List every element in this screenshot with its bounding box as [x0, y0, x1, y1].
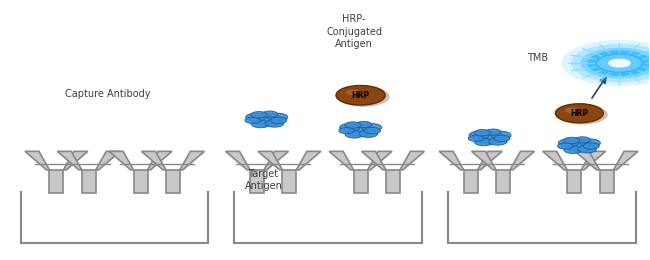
Circle shape	[491, 131, 511, 139]
Polygon shape	[282, 170, 296, 193]
Circle shape	[245, 117, 261, 124]
Polygon shape	[250, 170, 264, 193]
Polygon shape	[25, 151, 49, 170]
Polygon shape	[166, 170, 180, 193]
Polygon shape	[567, 170, 581, 193]
Circle shape	[251, 120, 270, 128]
Circle shape	[474, 138, 493, 146]
Polygon shape	[258, 151, 282, 170]
Polygon shape	[400, 151, 424, 170]
Polygon shape	[148, 151, 172, 170]
Circle shape	[608, 58, 630, 68]
Circle shape	[268, 113, 288, 121]
Polygon shape	[368, 151, 392, 170]
Polygon shape	[109, 151, 133, 170]
Polygon shape	[599, 170, 614, 193]
Circle shape	[344, 122, 361, 128]
Circle shape	[262, 111, 278, 117]
Text: Capture Antibody: Capture Antibody	[66, 89, 151, 99]
Circle shape	[494, 135, 510, 141]
Polygon shape	[96, 151, 120, 170]
Circle shape	[558, 143, 573, 149]
Polygon shape	[386, 170, 400, 193]
Circle shape	[597, 54, 642, 72]
Circle shape	[468, 135, 484, 141]
Ellipse shape	[338, 86, 389, 107]
Polygon shape	[49, 170, 64, 193]
Circle shape	[583, 143, 599, 149]
Polygon shape	[133, 170, 148, 193]
Polygon shape	[64, 151, 88, 170]
Circle shape	[246, 113, 266, 121]
Circle shape	[336, 86, 385, 105]
Circle shape	[580, 48, 650, 79]
Circle shape	[469, 131, 489, 139]
Polygon shape	[180, 151, 204, 170]
Text: HRP: HRP	[352, 91, 370, 100]
Circle shape	[561, 40, 650, 86]
Text: TMB: TMB	[526, 53, 548, 63]
Polygon shape	[575, 151, 599, 170]
Polygon shape	[543, 151, 567, 170]
Circle shape	[340, 124, 360, 132]
Circle shape	[270, 117, 287, 123]
Polygon shape	[439, 151, 463, 170]
Circle shape	[345, 131, 364, 138]
Polygon shape	[496, 170, 510, 193]
Polygon shape	[329, 151, 354, 170]
Polygon shape	[264, 151, 289, 170]
Circle shape	[251, 112, 267, 118]
Circle shape	[489, 138, 507, 145]
Circle shape	[361, 124, 382, 132]
Circle shape	[564, 137, 580, 144]
Circle shape	[251, 114, 282, 126]
Circle shape	[345, 124, 376, 136]
Circle shape	[587, 50, 650, 76]
Circle shape	[346, 89, 361, 95]
Circle shape	[486, 129, 501, 135]
Circle shape	[359, 130, 378, 137]
Circle shape	[474, 132, 506, 144]
Polygon shape	[581, 151, 606, 170]
Polygon shape	[463, 170, 478, 193]
Polygon shape	[142, 151, 166, 170]
Circle shape	[580, 139, 601, 147]
Circle shape	[558, 139, 578, 147]
Text: Target
Antigen: Target Antigen	[244, 168, 283, 191]
Circle shape	[474, 129, 490, 136]
Text: HRP: HRP	[570, 109, 588, 118]
Circle shape	[365, 127, 380, 134]
Polygon shape	[471, 151, 496, 170]
Circle shape	[339, 128, 354, 134]
Polygon shape	[82, 170, 96, 193]
Polygon shape	[361, 151, 386, 170]
Polygon shape	[296, 151, 321, 170]
Circle shape	[555, 104, 603, 123]
Circle shape	[356, 121, 371, 128]
Polygon shape	[354, 170, 368, 193]
Circle shape	[571, 44, 650, 82]
Circle shape	[565, 108, 579, 113]
Text: HRP-
Conjugated
Antigen: HRP- Conjugated Antigen	[326, 14, 382, 49]
Circle shape	[564, 139, 595, 152]
Polygon shape	[478, 151, 502, 170]
Polygon shape	[226, 151, 250, 170]
Circle shape	[578, 145, 597, 153]
Circle shape	[575, 137, 590, 143]
Circle shape	[265, 120, 284, 127]
Polygon shape	[614, 151, 638, 170]
Polygon shape	[57, 151, 82, 170]
Polygon shape	[510, 151, 534, 170]
Ellipse shape	[558, 105, 608, 125]
Circle shape	[564, 146, 582, 153]
